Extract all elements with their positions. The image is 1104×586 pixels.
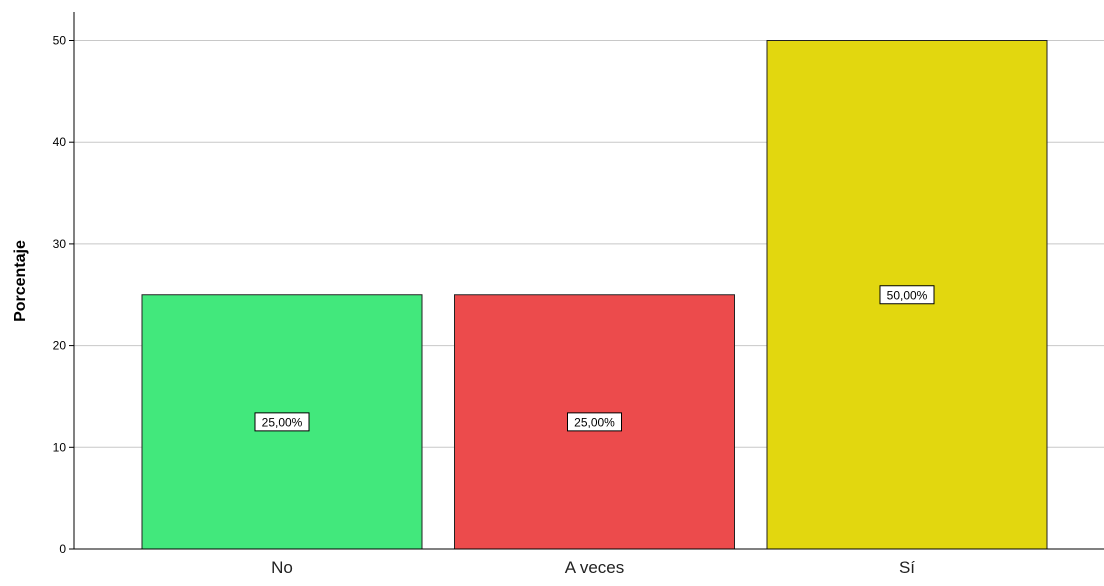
y-axis-title: Porcentaje (12, 240, 29, 322)
y-tick-label: 20 (53, 339, 67, 353)
data-label-box (879, 285, 935, 305)
x-category-labels: No A veces Sí (271, 558, 915, 577)
data-labels: 25,00% 25,00% 50,00% (254, 285, 935, 432)
y-tick-label: 10 (53, 440, 67, 454)
x-category-label: No (271, 558, 293, 577)
y-tick-label: 30 (53, 237, 67, 251)
y-tick-label: 50 (53, 34, 67, 48)
bars (141, 40, 1048, 550)
data-label-box (567, 412, 622, 432)
x-category-label: Sí (899, 558, 915, 577)
x-category-label: A veces (565, 558, 625, 577)
axes (73, 12, 1104, 550)
data-label: 25,00% (574, 415, 615, 429)
data-label: 25,00% (262, 415, 303, 429)
y-ticks: 0 10 20 30 40 50 (53, 34, 74, 556)
y-tick-label: 0 (59, 542, 66, 556)
y-tick-label: 40 (53, 135, 67, 149)
data-label: 50,00% (887, 288, 928, 302)
data-label-box (254, 412, 310, 432)
